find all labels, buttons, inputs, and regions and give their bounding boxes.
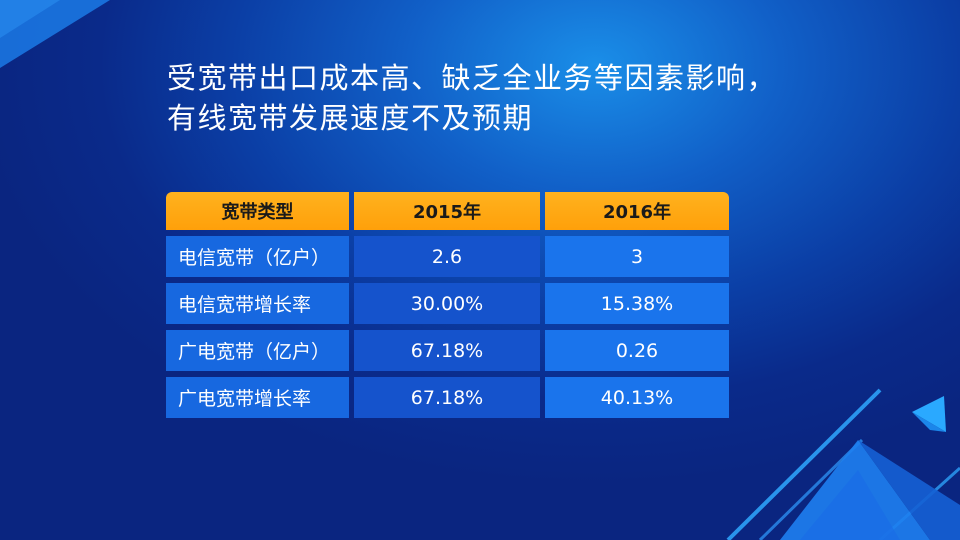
row-label-cable-growth: 广电宽带增长率 (166, 377, 349, 418)
cell-telecom-users-2016: 3 (545, 236, 729, 277)
cell-cable-users-2016: 0.26 (545, 330, 729, 371)
header-type: 宽带类型 (166, 192, 349, 230)
row-label-cable-users: 广电宽带（亿户） (166, 330, 349, 371)
corner-triangle-shade (858, 440, 960, 540)
header-2015: 2015年 (354, 192, 540, 230)
cell-telecom-growth-2016: 15.38% (545, 283, 729, 324)
top-left-corner-shape-light (0, 0, 60, 38)
header-2016: 2016年 (545, 192, 729, 230)
accent-line-1 (726, 388, 882, 540)
corner-triangle-dark (800, 470, 900, 540)
cell-cable-growth-2016: 40.13% (545, 377, 729, 418)
cell-telecom-users-2015: 2.6 (354, 236, 540, 277)
row-label-telecom-users: 电信宽带（亿户） (166, 236, 349, 277)
broadband-table: 宽带类型 2015年 2016年 电信宽带（亿户） 2.6 3 电信宽带增长率 … (166, 192, 729, 418)
cell-telecom-growth-2015: 30.00% (354, 283, 540, 324)
accent-line-2 (758, 438, 864, 540)
corner-small-triangle-shade (912, 412, 946, 432)
slide-title: 受宽带出口成本高、缺乏全业务等因素影响，有线宽带发展速度不及预期 (167, 61, 778, 135)
row-label-telecom-growth: 电信宽带增长率 (166, 283, 349, 324)
corner-small-triangle (912, 396, 946, 432)
cell-cable-users-2015: 67.18% (354, 330, 540, 371)
cell-cable-growth-2015: 67.18% (354, 377, 540, 418)
